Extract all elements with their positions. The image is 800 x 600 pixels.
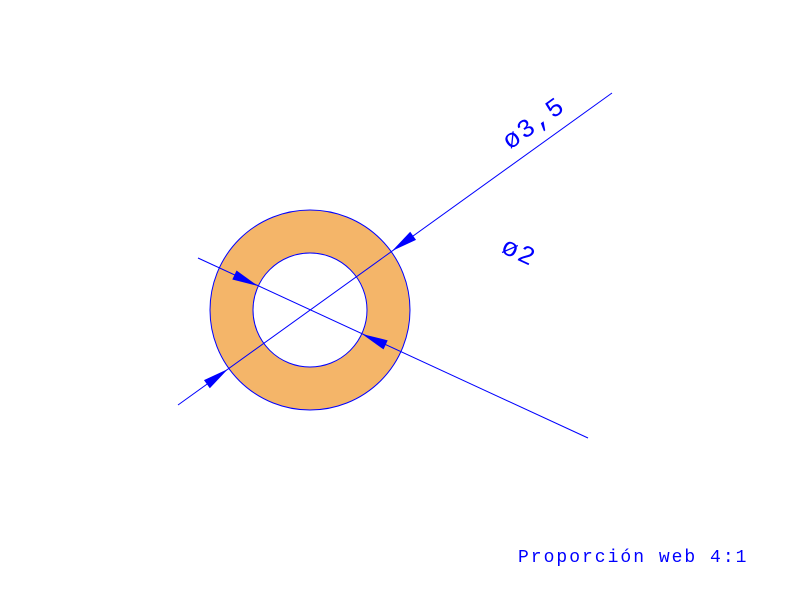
dim-inner-label: ø2	[497, 232, 542, 274]
dim-outer-label: ø3,5	[497, 91, 572, 156]
diagram-stage: ø3,5 ø2 Proporción web 4:1	[0, 0, 800, 600]
dim-arrowhead	[204, 369, 228, 388]
dim-arrowhead	[392, 232, 416, 251]
footer-label: Proporción web 4:1	[518, 548, 748, 568]
diagram-svg: ø3,5 ø2	[0, 0, 800, 600]
